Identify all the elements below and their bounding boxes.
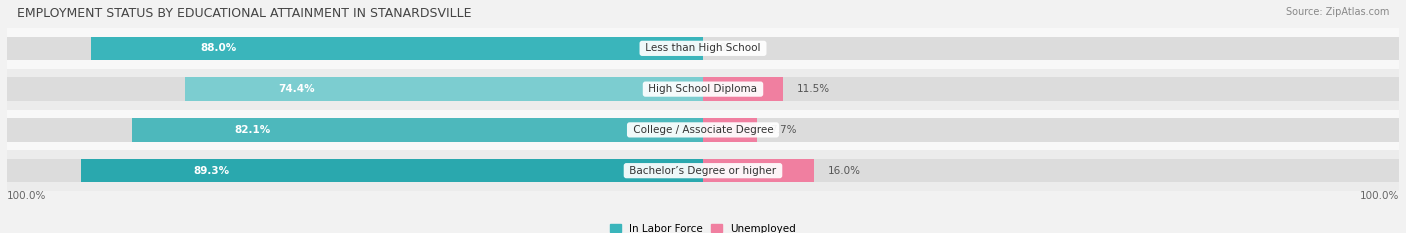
Text: 11.5%: 11.5% xyxy=(797,84,830,94)
Text: EMPLOYMENT STATUS BY EDUCATIONAL ATTAINMENT IN STANARDSVILLE: EMPLOYMENT STATUS BY EDUCATIONAL ATTAINM… xyxy=(17,7,471,20)
Bar xyxy=(132,118,703,142)
Text: 89.3%: 89.3% xyxy=(194,166,229,176)
Bar xyxy=(7,110,1399,150)
Bar xyxy=(703,159,814,182)
Bar xyxy=(186,77,703,101)
Legend: In Labor Force, Unemployed: In Labor Force, Unemployed xyxy=(606,220,800,233)
Text: 7.7%: 7.7% xyxy=(770,125,797,135)
Text: 100.0%: 100.0% xyxy=(1360,191,1399,201)
Text: High School Diploma: High School Diploma xyxy=(645,84,761,94)
Bar xyxy=(7,69,1399,110)
Text: 0.0%: 0.0% xyxy=(710,43,737,53)
Bar xyxy=(703,118,756,142)
Text: Less than High School: Less than High School xyxy=(643,43,763,53)
Text: 82.1%: 82.1% xyxy=(235,125,271,135)
Text: Bachelor’s Degree or higher: Bachelor’s Degree or higher xyxy=(626,166,780,176)
Bar xyxy=(7,37,1399,60)
Text: 16.0%: 16.0% xyxy=(828,166,862,176)
Bar xyxy=(7,159,1399,182)
Bar xyxy=(7,118,1399,142)
Bar xyxy=(7,150,1399,191)
Text: College / Associate Degree: College / Associate Degree xyxy=(630,125,776,135)
Bar xyxy=(82,159,703,182)
Text: 74.4%: 74.4% xyxy=(278,84,315,94)
Text: Source: ZipAtlas.com: Source: ZipAtlas.com xyxy=(1285,7,1389,17)
Bar xyxy=(90,37,703,60)
Bar xyxy=(703,77,783,101)
Text: 100.0%: 100.0% xyxy=(7,191,46,201)
Bar xyxy=(7,28,1399,69)
Bar xyxy=(7,77,1399,101)
Text: 88.0%: 88.0% xyxy=(201,43,238,53)
